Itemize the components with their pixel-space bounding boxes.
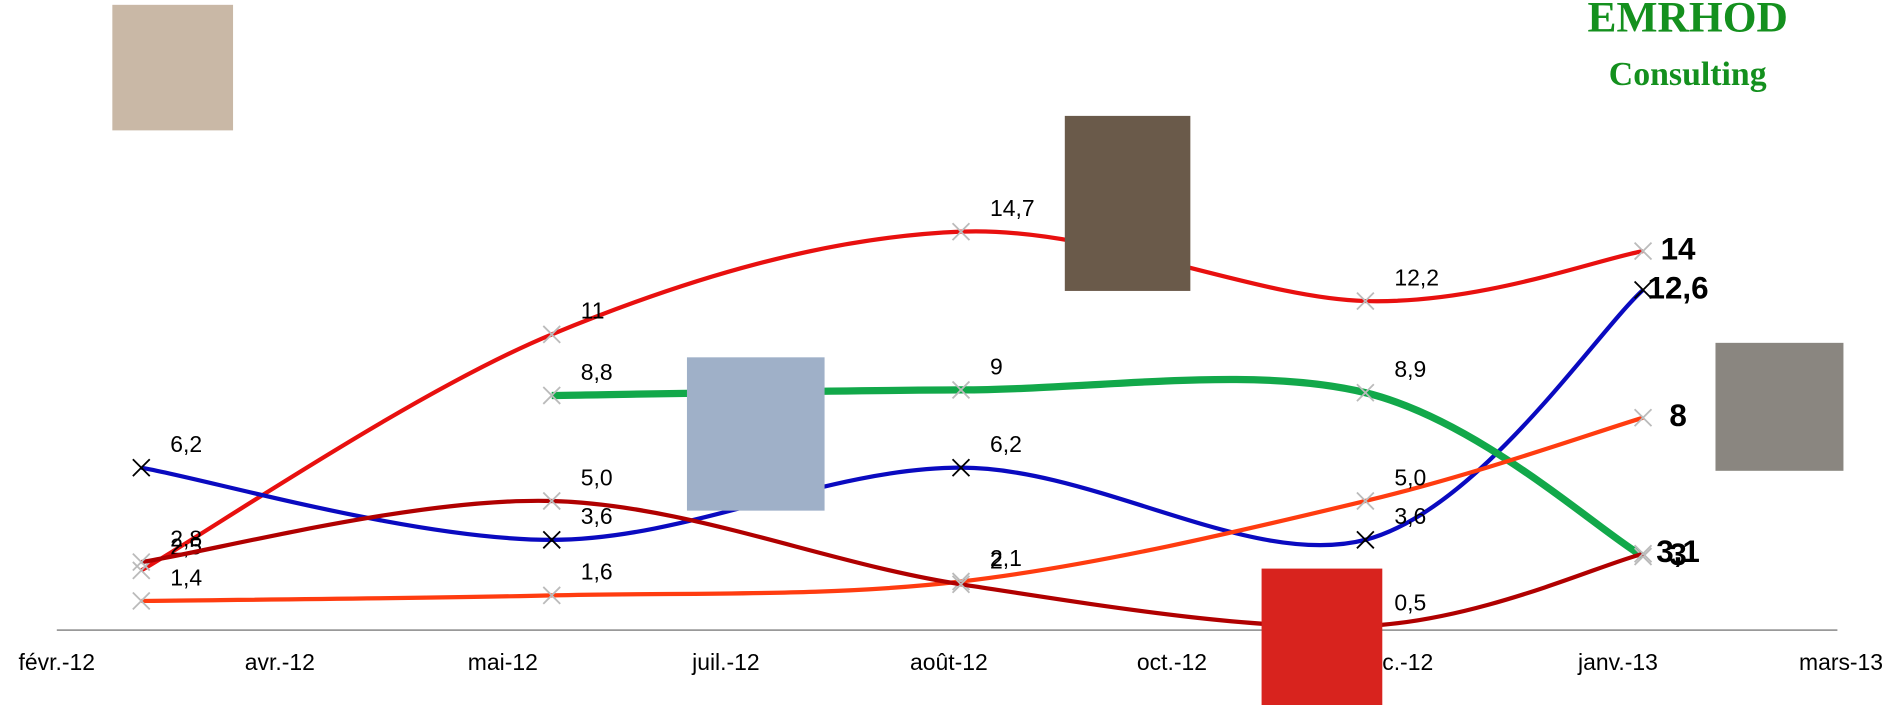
marker	[1356, 491, 1375, 511]
value-label: 12,2	[1394, 264, 1439, 290]
value-label: 6,2	[990, 431, 1022, 457]
x-tick-label: juil.-12	[691, 649, 760, 675]
x-tick-label: mars-13	[1799, 649, 1883, 675]
photo	[1064, 115, 1191, 291]
end-label: 8	[1669, 398, 1686, 433]
marker	[951, 380, 971, 400]
brand-sub: Consulting	[1609, 56, 1767, 93]
marker	[132, 591, 151, 611]
value-label: 1,4	[170, 564, 202, 590]
series-line	[140, 229, 1644, 573]
end-label: 14	[1661, 231, 1696, 266]
x-tick-label: janv.-13	[1577, 649, 1658, 675]
marker	[542, 386, 561, 405]
marker	[542, 491, 561, 511]
marker	[1633, 408, 1653, 427]
value-label: 5,0	[1394, 464, 1426, 490]
marker	[1633, 280, 1653, 300]
photo	[1261, 568, 1383, 705]
end-label: 3	[1669, 537, 1686, 572]
photos	[112, 4, 1844, 705]
marker	[951, 458, 971, 477]
brand: EMRHOD	[1588, 0, 1788, 42]
value-label: 14,7	[990, 195, 1035, 221]
value-label: 8,8	[581, 359, 613, 385]
marker	[1356, 291, 1375, 311]
value-label: 0,5	[1394, 589, 1426, 615]
value-label: 2,8	[170, 525, 202, 551]
series-line	[140, 498, 1644, 629]
marker	[542, 325, 561, 344]
x-tick-label: avr.-12	[245, 649, 315, 675]
marker	[951, 222, 971, 241]
marker	[132, 561, 151, 580]
marker	[132, 458, 151, 477]
end-label: 12,6	[1648, 270, 1709, 305]
photo	[112, 4, 234, 131]
photo	[1715, 342, 1844, 471]
value-label: 9	[990, 353, 1003, 379]
x-tick-label: août-12	[910, 649, 988, 675]
marker	[1633, 544, 1653, 563]
marker	[1633, 547, 1653, 566]
value-label: 1,6	[581, 559, 613, 585]
value-label: 3,6	[581, 503, 613, 529]
marker	[951, 575, 971, 594]
value-label: 6,2	[170, 431, 202, 457]
value-label: 5,0	[581, 464, 613, 490]
x-tick-label: oct.-12	[1137, 649, 1207, 675]
plot: févr.-12 avr.-12 mai-12 juil.-12 août-12 oct.…	[19, 195, 1883, 675]
marker	[1356, 383, 1375, 402]
value-label: 2	[990, 548, 1003, 574]
marker	[132, 552, 151, 572]
photo	[686, 357, 825, 511]
marker	[1633, 242, 1653, 261]
marker	[1356, 530, 1375, 549]
end-label: 3,1	[1656, 534, 1700, 569]
x-tick-label: mai-12	[468, 649, 538, 675]
value-label: 3,6	[1394, 503, 1426, 529]
value-label: 8,9	[1394, 356, 1426, 382]
marker	[542, 586, 561, 605]
marker	[542, 530, 561, 549]
value-label: 2,1	[990, 545, 1022, 571]
x-tick-label: févr.-12	[19, 649, 95, 675]
value-label: 11	[581, 298, 605, 324]
